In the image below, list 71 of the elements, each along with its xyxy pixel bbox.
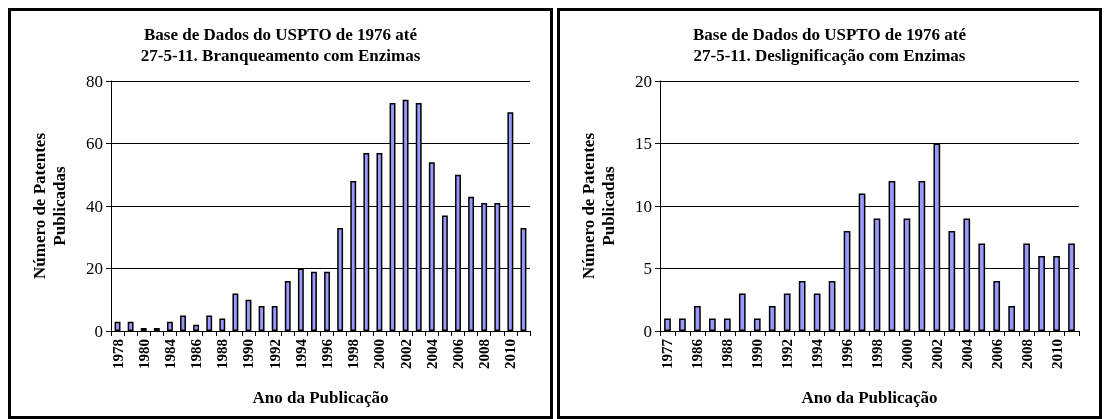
y-axis-title: Número de Patentes Publicadas	[29, 132, 69, 280]
bar	[694, 306, 701, 331]
bar	[723, 318, 731, 331]
x-tick-label: 1996	[319, 338, 336, 369]
bar	[798, 281, 806, 331]
y-tick-label: 40	[86, 196, 103, 216]
bar	[993, 281, 1001, 331]
x-axis-title: Ano da Publicação	[801, 388, 938, 407]
y-tick-label: 20	[86, 259, 103, 278]
bar	[166, 321, 173, 331]
chart-title: Base de Dados do USPTO de 1976 até 27-5-11. Branqueamento com Enzimas	[140, 25, 421, 65]
x-tick-label: 2008	[476, 339, 493, 369]
x-tick-label: 1990	[240, 339, 257, 369]
x-tick-label: 1977	[659, 338, 676, 369]
y-tick-label: 5	[643, 259, 652, 278]
bar	[738, 293, 746, 331]
x-tick-label: 2004	[958, 338, 975, 369]
y-tick-label: 80	[86, 71, 103, 91]
x-tick-label: 1980	[135, 339, 152, 369]
x-tick-label: 1984	[161, 338, 178, 369]
y-tick-label: 0	[94, 321, 103, 341]
bar	[828, 281, 836, 331]
bar	[709, 318, 716, 331]
bar	[753, 318, 761, 331]
x-tick-label: 1992	[779, 339, 796, 369]
x-axis-title: Ano da Publicação	[252, 388, 389, 407]
bar	[1008, 306, 1016, 331]
bar	[679, 318, 686, 331]
bar	[783, 293, 791, 331]
bar	[232, 293, 239, 331]
bar	[206, 315, 213, 331]
bar	[180, 315, 186, 331]
bar	[193, 324, 200, 331]
x-tick-label: 1994	[809, 338, 826, 369]
x-tick-label: 2006	[988, 338, 1005, 369]
x-tick-label: 1986	[188, 338, 205, 369]
y-tick-label: 20	[635, 71, 652, 91]
y-tick-label: 10	[635, 196, 652, 216]
x-tick-label: 2006	[449, 338, 466, 369]
x-tick-label: 2002	[928, 339, 945, 369]
x-tick-label: 1978	[109, 339, 126, 369]
x-tick-label: 1990	[749, 339, 766, 369]
bar	[768, 306, 776, 331]
bar	[284, 281, 291, 331]
x-tick-label: 2000	[898, 339, 915, 369]
bar	[271, 306, 278, 331]
x-tick-label: 2010	[1048, 339, 1065, 369]
y-tick-label: 15	[635, 134, 652, 153]
x-tick-label: 1988	[719, 339, 736, 369]
x-tick-label: 2010	[502, 339, 519, 369]
y-tick-label: 60	[86, 134, 103, 153]
x-tick-label: 2000	[371, 339, 388, 369]
x-tick-label: 2002	[397, 339, 414, 369]
bar	[127, 321, 134, 331]
x-tick-label: 2008	[1018, 339, 1035, 369]
x-tick-label: 1998	[868, 339, 885, 369]
x-tick-label: 1988	[214, 339, 231, 369]
bar	[664, 318, 671, 331]
chart-title: Base de Dados do USPTO de 1976 até 27-5-11. Deslignificação com Enzimas	[692, 25, 967, 65]
x-tick-label: 1992	[266, 339, 283, 369]
x-tick-label: 1996	[839, 338, 856, 369]
bar	[258, 306, 265, 331]
bar	[324, 271, 330, 331]
bar	[311, 271, 317, 331]
x-tick-label: 1998	[345, 339, 362, 369]
x-tick-label: 1986	[689, 338, 706, 369]
y-axis-title: Número de Patentes Publicadas	[578, 132, 618, 280]
y-tick-label: 0	[643, 321, 652, 341]
x-tick-label: 1994	[292, 338, 309, 369]
bar	[219, 318, 226, 331]
x-tick-label: 2004	[423, 338, 440, 369]
